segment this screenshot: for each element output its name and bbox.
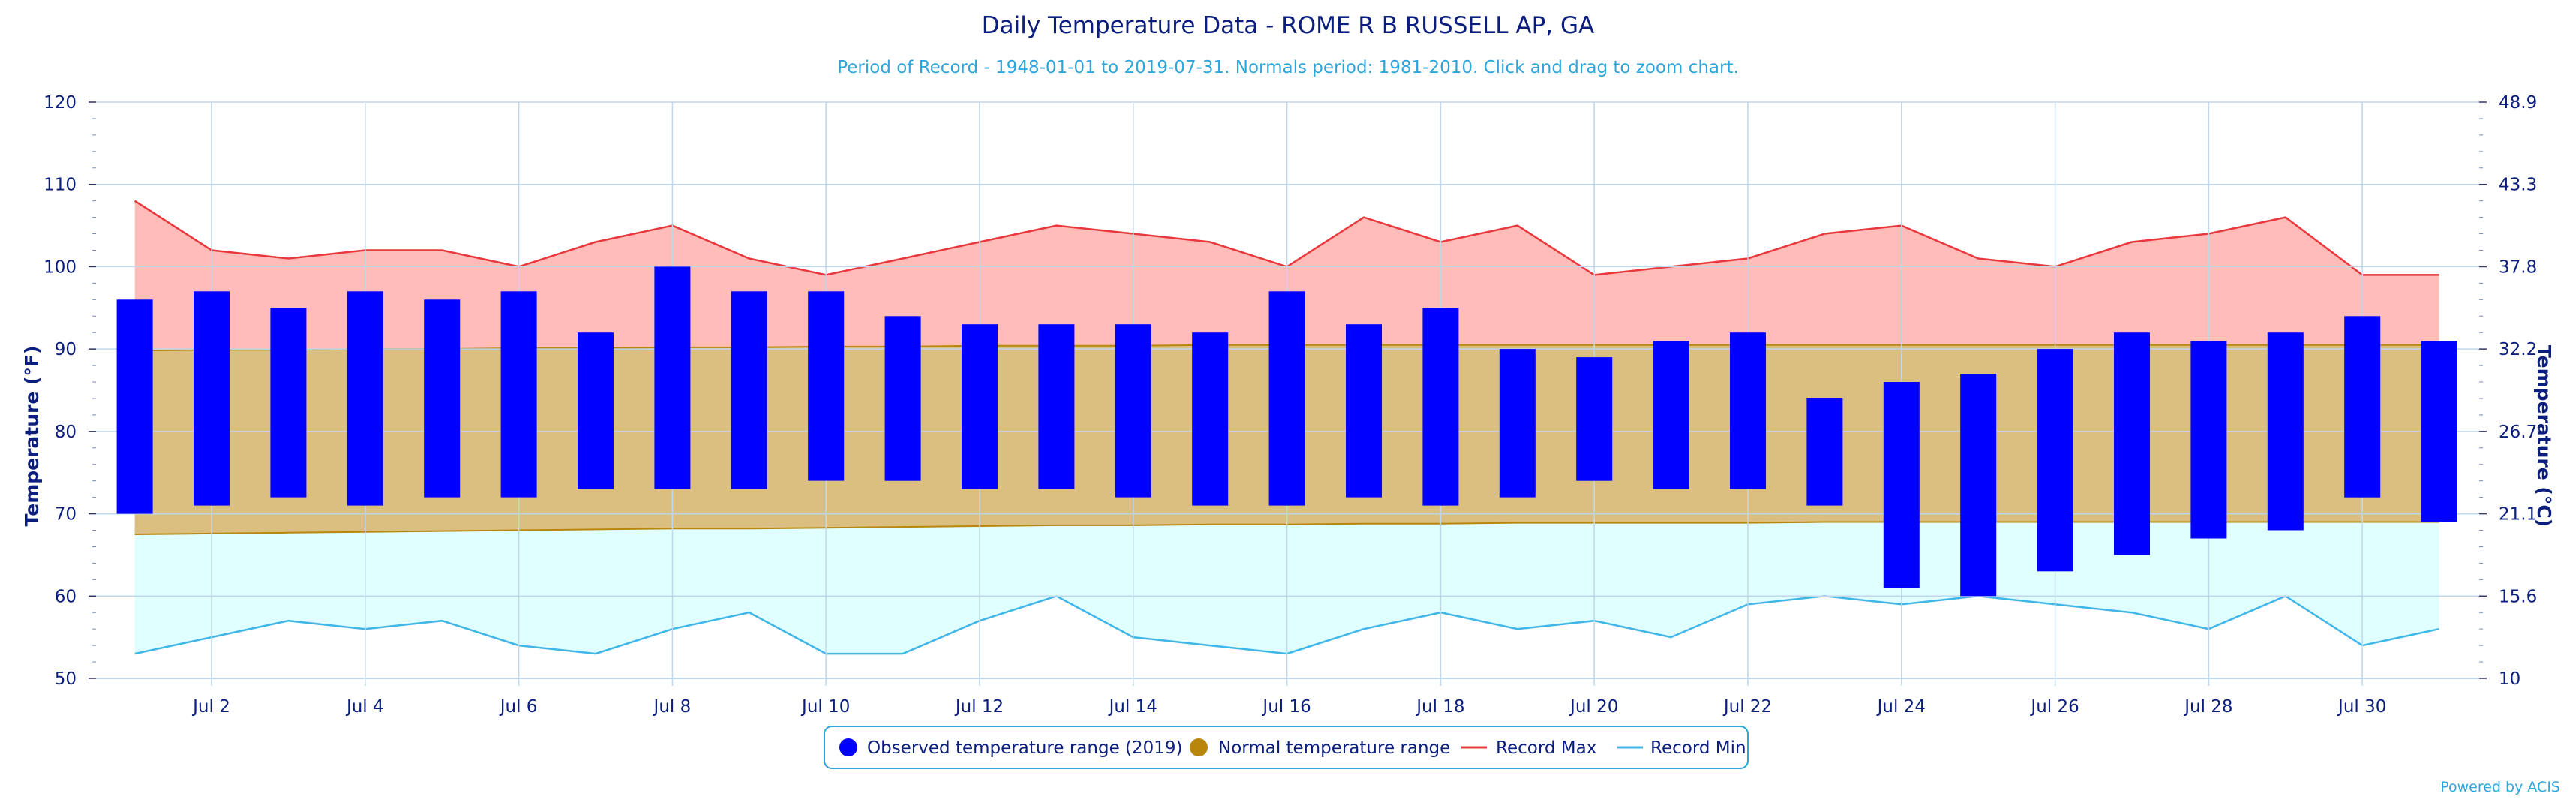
y-tick-label-right: 21.1	[2499, 505, 2537, 525]
x-tick-label: Jul 10	[800, 697, 850, 717]
y-tick-label-left: 70	[55, 505, 77, 525]
legend-label-record-max: Record Max	[1496, 738, 1596, 758]
x-tick-label: Jul 26	[2029, 697, 2079, 717]
legend-label-record-min: Record Min	[1650, 738, 1746, 758]
legend-box	[824, 726, 1749, 769]
observed-bar	[1730, 332, 1766, 489]
observed-bar	[347, 291, 383, 506]
y-tick-label-left: 80	[55, 423, 77, 442]
y-tick-label-left: 90	[55, 340, 77, 359]
x-tick-label: Jul 8	[653, 697, 692, 717]
y-tick-label-left: 120	[44, 93, 77, 113]
observed-bar	[2190, 341, 2227, 539]
x-tick-label: Jul 2	[191, 697, 230, 717]
x-tick-label: Jul 16	[1261, 697, 1311, 717]
x-tick-label: Jul 22	[1722, 697, 1772, 717]
legend-item-normal[interactable]: Normal temperature range	[1190, 738, 1450, 758]
x-tick-label: Jul 20	[1569, 697, 1618, 717]
observed-bar	[2114, 332, 2150, 555]
observed-bar	[808, 291, 845, 481]
x-tick-label: Jul 18	[1415, 697, 1464, 717]
legend-label-normal: Normal temperature range	[1218, 738, 1450, 758]
x-tick-label: Jul 6	[499, 697, 538, 717]
x-tick-label: Jul 30	[2337, 697, 2386, 717]
observed-bar	[1883, 382, 1920, 588]
observed-bar	[2421, 341, 2457, 522]
observed-bar	[731, 291, 767, 489]
x-tick-label: Jul 28	[2183, 697, 2232, 717]
y-tick-label-right: 48.9	[2499, 93, 2537, 113]
y-tick-label-right: 10	[2499, 669, 2520, 689]
legend-item-record-min[interactable]: Record Min	[1617, 738, 1746, 758]
observed-bar	[1422, 308, 1459, 506]
legend-label-observed: Observed temperature range (2019)	[867, 738, 1183, 758]
credit-link[interactable]: Powered by ACIS	[2440, 779, 2560, 795]
observed-bar	[270, 308, 307, 498]
axes: 50 10 60 15.6 70 21.1 80 26.7 90 32.2 100 37.8 110 43…	[44, 93, 2537, 717]
y-tick-label-left: 100	[44, 257, 77, 277]
legend: Observed temperature range (2019) Normal…	[824, 726, 1749, 769]
chart-title: Daily Temperature Data - ROME R B RUSSEL…	[982, 12, 1594, 39]
y-tick-label-right: 37.8	[2499, 257, 2537, 277]
observed-bar	[500, 291, 537, 498]
x-tick-label: Jul 4	[345, 697, 384, 717]
observed-bars	[116, 266, 2457, 597]
legend-item-observed[interactable]: Observed temperature range (2019)	[839, 738, 1183, 758]
observed-bar	[1806, 398, 1843, 506]
observed-bar	[1038, 324, 1075, 489]
x-tick-label: Jul 14	[1108, 697, 1157, 717]
x-tick-label: Jul 24	[1876, 697, 1926, 717]
observed-bar	[1960, 374, 1997, 597]
observed-bar	[1499, 349, 1536, 498]
observed-bar	[578, 332, 614, 489]
observed-bar	[2037, 349, 2073, 572]
observed-bar	[1268, 291, 1305, 506]
chart-subtitle: Period of Record - 1948-01-01 to 2019-07…	[837, 58, 1739, 77]
observed-bar	[116, 299, 153, 514]
y-tick-label-right: 15.6	[2499, 587, 2537, 606]
y-tick-label-right: 32.2	[2499, 340, 2537, 359]
observed-bar	[424, 299, 461, 498]
observed-bar	[884, 316, 921, 481]
observed-bar	[1115, 324, 1151, 498]
observed-bar	[654, 266, 691, 489]
y-tick-label-right: 26.7	[2499, 423, 2537, 442]
observed-bar	[2267, 332, 2304, 531]
observed-bar	[1192, 332, 1229, 506]
x-tick-label: Jul 12	[954, 697, 1004, 717]
observed-bar	[1346, 324, 1382, 498]
observed-bar	[1576, 357, 1613, 481]
y-tick-label-left: 60	[55, 587, 77, 606]
y-tick-label-right: 43.3	[2499, 176, 2537, 195]
y-tick-label-left: 50	[55, 669, 77, 689]
observed-bar	[962, 324, 998, 489]
observed-bar	[1653, 341, 1689, 489]
observed-bar	[194, 291, 230, 506]
legend-marker-normal	[1190, 738, 1208, 756]
observed-bar	[2344, 316, 2381, 498]
legend-marker-observed	[839, 738, 857, 756]
y-tick-label-left: 110	[44, 176, 77, 195]
y-axis-title-left: Temperature (°F)	[21, 346, 43, 527]
legend-item-record-max[interactable]: Record Max	[1461, 738, 1596, 758]
y-axis-title-right: Temperature (°C)	[2533, 345, 2555, 527]
